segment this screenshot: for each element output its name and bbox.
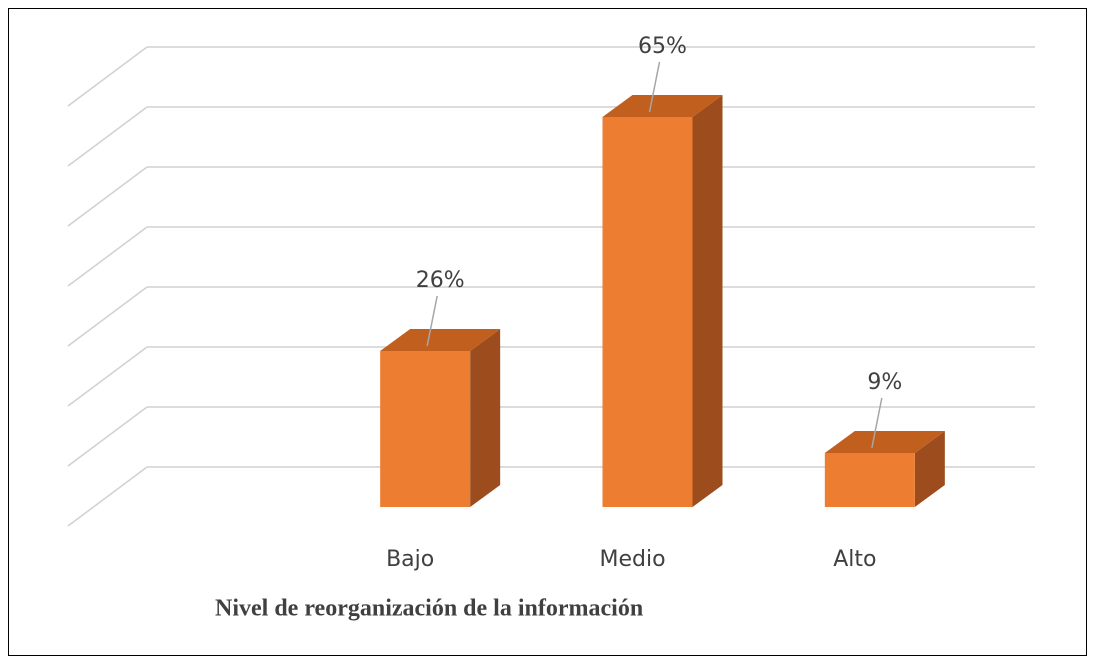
bar: [824, 431, 945, 507]
leader-line: [648, 61, 661, 113]
value-label: 26%: [416, 268, 465, 293]
x-tick-label: Bajo: [386, 547, 434, 572]
value-label: 9%: [867, 370, 902, 395]
grid-line: [67, 406, 148, 467]
leader-line: [871, 397, 883, 449]
bar-side: [914, 431, 945, 507]
frame: [8, 8, 1087, 656]
grid-line: [67, 226, 148, 287]
grid-line: [67, 346, 148, 407]
bar: [602, 95, 723, 507]
bar-top: [602, 95, 723, 117]
grid-line: [67, 166, 148, 227]
bar-side: [692, 95, 723, 507]
grid-line: [67, 466, 148, 527]
grid-line: [67, 106, 148, 167]
bar-front: [824, 453, 915, 507]
x-tick-label: Alto: [833, 547, 876, 572]
bar: [380, 329, 501, 507]
bar-front: [602, 117, 693, 507]
bar-front: [380, 351, 471, 507]
leader-line: [426, 295, 438, 347]
chart-title: Nivel de reorganización de la informació…: [215, 596, 643, 622]
bar-top: [824, 431, 945, 453]
value-label: 65%: [638, 34, 687, 59]
grid-line: [67, 46, 148, 107]
grid-line: [67, 286, 148, 347]
bar-top: [380, 329, 501, 351]
x-tick-label: Medio: [599, 547, 665, 572]
bar-side: [470, 329, 501, 507]
